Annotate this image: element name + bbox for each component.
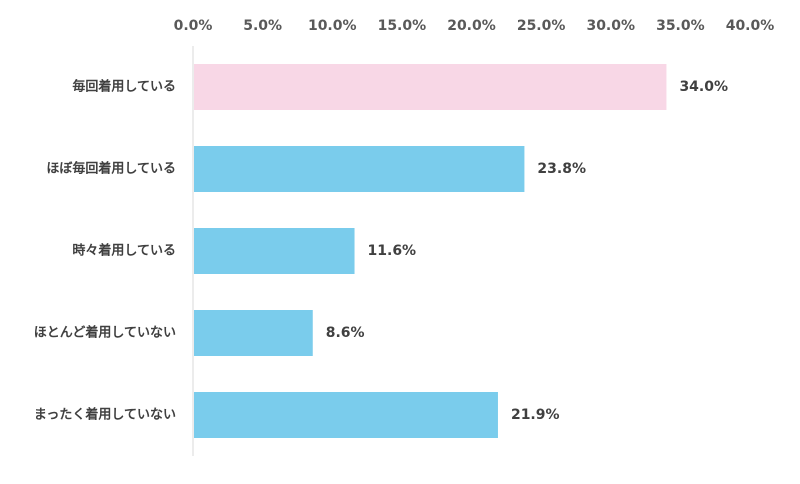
bar <box>194 228 355 274</box>
data-label: 21.9% <box>511 407 560 423</box>
data-label: 23.8% <box>537 161 586 177</box>
x-axis-ticks: 0.0% 5.0% 10.0% 15.0% 20.0% 25.0% 30.0% 35.0% 40… <box>174 18 775 34</box>
value-labels: 34.0% 23.8% 11.6% 8.6% 21.9% <box>326 79 728 423</box>
bar <box>194 310 313 356</box>
data-label: 11.6% <box>368 243 417 259</box>
bars <box>194 64 667 438</box>
category-label: ほとんど着用していない <box>34 325 176 341</box>
x-tick-label: 10.0% <box>308 18 357 34</box>
category-label: 毎回着用している <box>72 79 176 95</box>
bar <box>194 146 525 192</box>
x-tick-label: 40.0% <box>726 18 775 34</box>
category-label: ほぼ毎回着用している <box>46 161 176 177</box>
data-label: 8.6% <box>326 325 365 341</box>
data-label: 34.0% <box>679 79 728 95</box>
x-tick-label: 30.0% <box>586 18 635 34</box>
x-tick-label: 35.0% <box>656 18 705 34</box>
x-tick-label: 0.0% <box>174 18 213 34</box>
category-labels: 毎回着用しているほぼ毎回着用している時々着用しているほとんど着用していないまった… <box>34 79 176 423</box>
category-label: 時々着用している <box>72 243 176 259</box>
x-tick-label: 15.0% <box>378 18 427 34</box>
bar <box>194 392 498 438</box>
x-tick-label: 20.0% <box>447 18 496 34</box>
x-tick-label: 5.0% <box>243 18 282 34</box>
category-label: まったく着用していない <box>34 407 176 423</box>
bar <box>194 64 667 110</box>
x-tick-label: 25.0% <box>517 18 566 34</box>
